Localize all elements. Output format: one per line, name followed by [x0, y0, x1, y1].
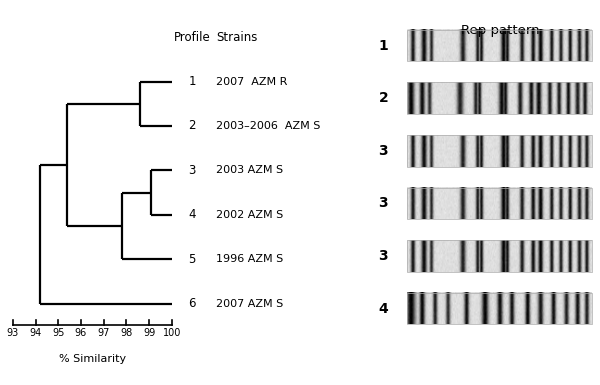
Text: 2: 2 [379, 91, 388, 105]
Text: 2: 2 [188, 119, 196, 132]
Bar [407, 293, 592, 325]
Text: 2007  AZM R: 2007 AZM R [216, 77, 287, 87]
Text: 95: 95 [52, 328, 64, 338]
Text: 3: 3 [379, 144, 388, 158]
Text: % Similarity: % Similarity [59, 354, 126, 364]
Text: 99: 99 [143, 328, 155, 338]
Text: 2003–2006  AZM S: 2003–2006 AZM S [216, 121, 320, 131]
Text: 98: 98 [120, 328, 133, 338]
Bar [407, 30, 592, 61]
Bar [407, 187, 592, 219]
Text: 93: 93 [7, 328, 19, 338]
Text: 6: 6 [188, 297, 196, 310]
Text: 2002 AZM S: 2002 AZM S [216, 210, 283, 220]
Text: 5: 5 [188, 253, 196, 266]
Text: 4: 4 [188, 208, 196, 221]
Text: 3: 3 [379, 249, 388, 263]
Text: 4: 4 [379, 301, 388, 316]
Text: 94: 94 [29, 328, 41, 338]
Text: 3: 3 [379, 196, 388, 211]
Text: 2003 AZM S: 2003 AZM S [216, 166, 283, 176]
Text: 100: 100 [163, 328, 181, 338]
Bar [407, 82, 592, 114]
Text: 96: 96 [75, 328, 87, 338]
Text: Strains: Strains [216, 31, 257, 44]
Text: 1996 AZM S: 1996 AZM S [216, 254, 283, 264]
Text: Profile: Profile [174, 31, 211, 44]
Text: 3: 3 [188, 164, 196, 177]
Bar [407, 135, 592, 167]
Text: 2007 AZM S: 2007 AZM S [216, 299, 283, 309]
Text: 1: 1 [379, 38, 388, 53]
Text: 97: 97 [97, 328, 110, 338]
Text: Rep pattern: Rep pattern [461, 24, 540, 37]
Text: 1: 1 [188, 75, 196, 88]
Bar [407, 240, 592, 272]
